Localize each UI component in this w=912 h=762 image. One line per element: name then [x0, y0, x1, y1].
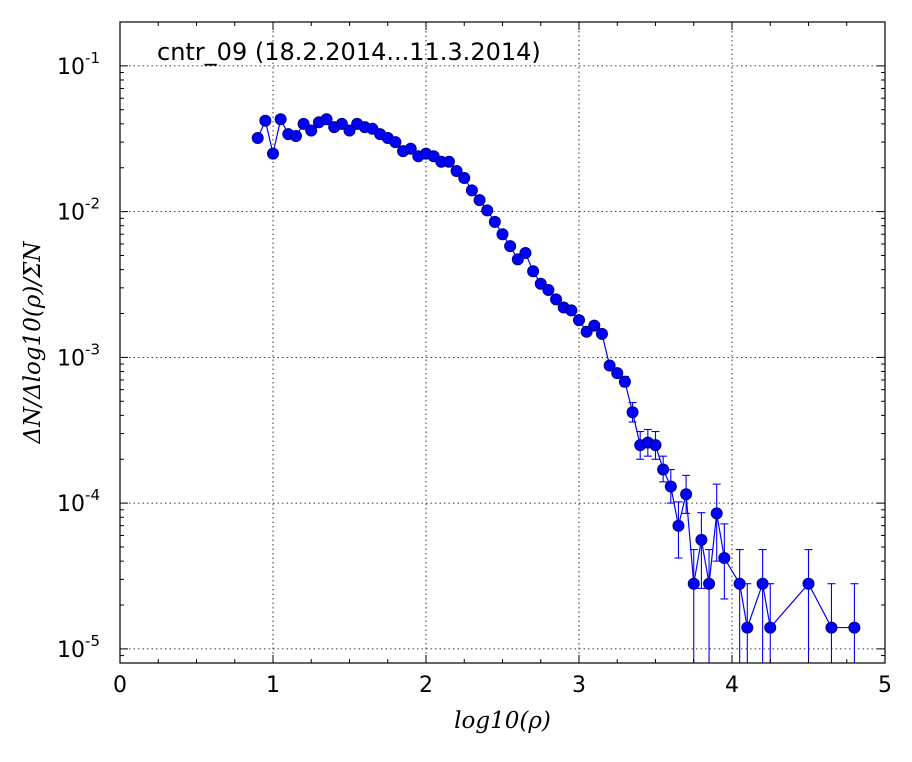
- data-point: [458, 172, 471, 185]
- data-point: [473, 194, 486, 207]
- y-tick-label-base: 10: [57, 492, 85, 517]
- x-tick-label: 5: [878, 673, 892, 698]
- data-point: [687, 577, 700, 590]
- data-point: [519, 247, 532, 260]
- tick-labels: 0 1 2 3 4 510-110-210-310-410-5: [57, 49, 892, 698]
- data-point: [305, 124, 318, 137]
- data-point: [588, 319, 601, 332]
- y-tick-label-base: 10: [57, 638, 85, 663]
- data-point: [442, 155, 455, 168]
- data-point: [343, 124, 356, 137]
- y-tick-label: 10-3: [57, 340, 100, 371]
- data-point: [527, 265, 540, 278]
- data-point: [595, 327, 608, 340]
- data-point: [573, 314, 585, 327]
- x-axis-title: log10(ρ): [454, 708, 551, 734]
- data-point: [626, 406, 639, 419]
- data-point: [542, 283, 555, 296]
- y-tick-label: 10-4: [57, 486, 100, 517]
- y-tick-label-base: 10: [57, 55, 85, 80]
- x-tick-label: 3: [572, 673, 586, 698]
- data-point: [802, 577, 815, 590]
- data-point: [649, 439, 662, 452]
- x-tick-label: 4: [725, 673, 739, 698]
- data-point: [534, 277, 547, 290]
- data-point: [603, 359, 616, 372]
- y-tick-label: 10-2: [57, 195, 100, 226]
- y-tick-label-exponent: -2: [85, 195, 100, 213]
- data-point: [756, 577, 769, 590]
- data-point: [274, 113, 287, 126]
- data-point: [611, 367, 624, 380]
- y-tick-label-exponent: -5: [85, 632, 100, 650]
- data-point: [481, 204, 494, 217]
- x-tick-label: 0: [113, 673, 127, 698]
- data-point: [335, 117, 348, 130]
- data-point: [297, 117, 310, 130]
- y-tick-label-base: 10: [57, 201, 85, 226]
- y-tick-label-base: 10: [57, 346, 85, 371]
- y-tick-label: 10-5: [57, 632, 100, 663]
- data-point: [657, 463, 670, 476]
- data-point: [504, 240, 517, 253]
- x-tick-label: 1: [266, 673, 280, 698]
- data-point: [550, 293, 563, 306]
- data-point: [710, 507, 723, 520]
- data-point: [695, 533, 708, 546]
- data-point: [733, 577, 746, 590]
- grid: [120, 22, 885, 663]
- data-point: [511, 253, 524, 266]
- data-point: [680, 488, 693, 501]
- data-point: [259, 114, 272, 127]
- data-point: [764, 621, 777, 634]
- data-point: [496, 228, 509, 241]
- data-point: [825, 621, 838, 634]
- data-point: [404, 142, 417, 155]
- data-point: [664, 480, 677, 493]
- y-tick-label: 10-1: [57, 49, 100, 80]
- data-point: [251, 131, 264, 144]
- data-point: [703, 577, 716, 590]
- data-point: [848, 621, 861, 634]
- data-point: [289, 130, 302, 143]
- plot-title: cntr_09 (18.2.2014...11.3.2014): [157, 38, 541, 66]
- ticks: [119, 21, 886, 664]
- x-tick-label: 2: [419, 673, 433, 698]
- data-point: [450, 164, 463, 177]
- data-point: [320, 113, 333, 126]
- series-layer: [251, 113, 861, 663]
- data-point: [672, 519, 685, 532]
- data-point: [565, 304, 578, 317]
- data-point: [618, 375, 631, 388]
- y-axis-title: ΔN/Δlog10(ρ)/ΣN: [20, 241, 46, 445]
- data-point: [741, 621, 754, 634]
- y-tick-label-exponent: -3: [85, 340, 100, 358]
- y-tick-label-exponent: -1: [85, 49, 100, 67]
- data-point: [267, 147, 279, 160]
- data-point: [488, 215, 501, 228]
- data-point: [465, 184, 478, 197]
- data-point: [389, 136, 402, 149]
- y-tick-label-exponent: -4: [85, 486, 100, 504]
- data-point: [718, 552, 731, 565]
